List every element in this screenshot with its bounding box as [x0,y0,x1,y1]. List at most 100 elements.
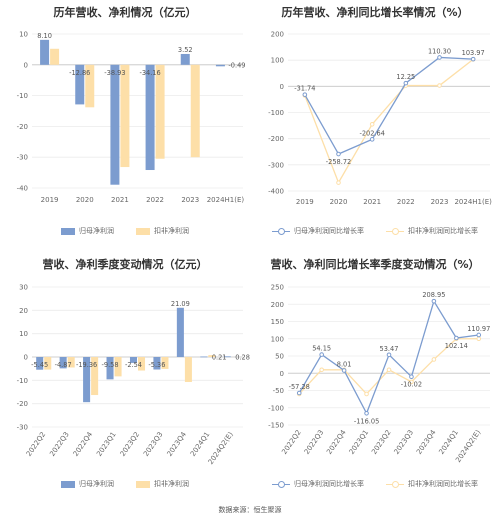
bar [180,53,190,65]
x-tick-label: 2021 [111,196,129,204]
y-tick-label: -40 [17,185,28,193]
data-label: -116.05 [354,417,379,425]
annual-growth-chart: 200 100 0 -100 -200 -300 -400 2019 2020 2021 2022 2… [268,31,492,207]
legend-item[interactable]: 归母净利润 [61,226,114,236]
y-tick-label: -30 [17,154,28,162]
data-label: 0.21 [212,354,227,362]
legend-item[interactable]: 扣非净利润 [136,226,189,236]
data-label: 54.15 [312,345,331,353]
bar [200,356,208,358]
bar [155,64,165,159]
x-tick-label: 2023 [181,196,199,204]
data-point [369,137,375,142]
bar [91,357,99,396]
bar [120,64,130,168]
bar [176,307,184,357]
x-tick-label: 2019 [296,198,314,206]
y-tick-label: 150 [271,318,284,326]
series-line [304,58,474,185]
chart-title: 营收、净利同比增长率季度变动情况（%） [270,258,480,271]
bar [106,357,114,380]
y-tick-label: -100 [268,404,284,412]
panel-quarterly-growth: 营收、净利同比增长率季度变动情况（%） 250 200 150 100 50 0 -50 -1… [250,250,500,505]
data-point [296,390,302,396]
y-tick-label: -30 [17,424,28,432]
y-tick-label: 20 [19,307,28,315]
data-label: 53.47 [380,345,399,353]
data-label: -12.86 [69,69,90,77]
data-label: 8.01 [337,360,352,368]
legend-swatch [386,480,404,488]
x-tick-label: 2021 [363,198,381,206]
data-point [409,379,414,385]
data-label: 110.97 [467,325,490,333]
legend-item[interactable]: 扣非净利润同比增长率 [386,226,478,236]
x-tick-label: 2022 [146,196,164,204]
legend-label: 归母净利润同比增长率 [294,480,364,488]
data-label: 3.52 [178,46,193,54]
data-label: -19.36 [76,361,97,369]
legend-label: 扣非净利润同比增长率 [408,227,478,235]
x-tick-label: 2023Q2 [370,429,392,456]
data-point [336,180,341,185]
data-point [336,151,341,157]
legend-item[interactable]: 归母净利润同比增长率 [272,226,364,236]
data-point [364,410,369,416]
y-tick-label: -50 [273,387,284,395]
x-tick-label: 2022Q2 [25,431,47,458]
legend-label: 扣非净利润 [154,480,189,488]
x-tick-label: 2022Q4 [325,428,348,456]
data-label: -57.28 [289,383,310,391]
series-line [298,299,479,415]
y-tick-label: 100 [271,335,284,343]
legend: 归母净利润同比增长率 扣非净利润同比增长率 [250,226,500,236]
panel-annual-growth: 历年营收、净利同比增长率情况（%） 200 100 0 -100 -200 -300 -40… [250,0,500,262]
legend-swatch [136,227,150,235]
data-label: -4.87 [55,361,72,369]
x-tick-label: 2023Q1 [348,429,370,456]
bar [161,357,169,369]
bar [215,64,225,67]
data-point [319,367,324,373]
x-tick-label: 2024H1(E) [454,198,492,206]
series-line [304,56,474,155]
data-label: -258.72 [326,158,351,166]
data-label: -2.54 [125,361,142,369]
legend-item[interactable]: 归母净利润 [61,479,114,489]
legend: 归母净利润 扣非净利润 [0,226,250,236]
data-label: -5.36 [148,361,165,369]
data-point [409,374,414,380]
legend-label: 扣非净利润 [154,227,189,235]
data-label: -34.16 [139,69,160,77]
data-point [369,121,375,127]
x-tick-label: 2023Q3 [393,429,415,456]
y-tick-label: -20 [17,400,28,408]
legend-label: 归母净利润同比增长率 [294,227,364,235]
x-tick-label: 2022Q3 [48,431,70,458]
legend-item[interactable]: 扣非净利润同比增长率 [386,479,478,489]
bar [190,64,200,158]
bar [75,64,85,105]
y-tick-label: 30 [19,284,28,292]
x-tick-label: 2024Q1 [189,431,211,458]
bar [114,357,122,377]
data-label: -10.02 [401,381,422,389]
data-point [302,92,308,97]
legend-label: 归母净利润 [79,480,114,488]
data-label: 110.30 [428,47,451,55]
chart-title: 营收、净利季度变动情况（亿元） [42,258,208,271]
data-point [386,367,392,373]
data-point [319,352,324,357]
legend-item[interactable]: 归母净利润同比增长率 [272,479,364,489]
legend-swatch [61,227,75,235]
x-tick-label: 2023Q2 [119,431,141,458]
data-label: -9.58 [102,361,119,369]
legend-item[interactable]: 扣非净利润 [136,479,189,489]
bar [138,357,146,371]
x-tick-label: 2020 [76,196,94,204]
y-tick-label: 0 [280,370,284,378]
x-tick-label: 2023Q1 [95,431,117,458]
bar [223,356,231,358]
